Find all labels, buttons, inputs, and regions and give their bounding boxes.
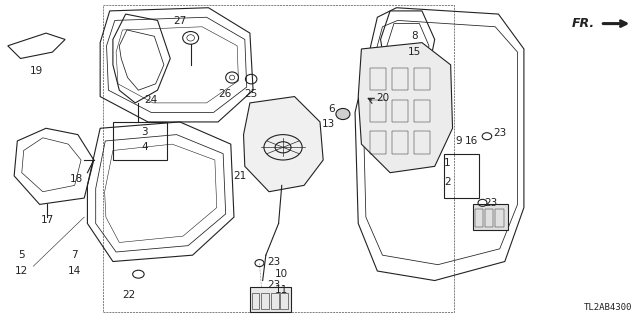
Bar <box>475 209 483 227</box>
Bar <box>414 68 430 90</box>
Text: 18: 18 <box>70 174 83 184</box>
Bar <box>252 293 259 309</box>
Bar <box>370 100 386 122</box>
Text: 20: 20 <box>376 93 389 103</box>
Text: 10: 10 <box>275 269 289 279</box>
Bar <box>370 68 386 90</box>
Text: TL2AB4300: TL2AB4300 <box>584 303 632 312</box>
Bar <box>495 209 504 227</box>
Text: 13: 13 <box>322 119 335 129</box>
Bar <box>392 68 408 90</box>
Bar <box>485 209 493 227</box>
Text: 16: 16 <box>465 136 478 146</box>
Bar <box>370 132 386 154</box>
Text: 9: 9 <box>456 136 462 146</box>
Text: 25: 25 <box>244 89 258 99</box>
Text: 14: 14 <box>68 266 81 276</box>
Text: 15: 15 <box>408 47 421 57</box>
Text: 19: 19 <box>30 67 43 76</box>
Text: 3: 3 <box>141 127 148 137</box>
Text: 23: 23 <box>484 198 498 208</box>
Text: 24: 24 <box>145 95 158 105</box>
Text: 22: 22 <box>122 290 136 300</box>
Bar <box>280 293 288 309</box>
Polygon shape <box>358 43 452 173</box>
Text: 23: 23 <box>268 280 281 291</box>
Bar <box>103 4 454 312</box>
Text: 11: 11 <box>275 285 289 295</box>
Bar <box>414 100 430 122</box>
Text: 23: 23 <box>268 257 281 267</box>
Text: 27: 27 <box>173 16 186 26</box>
Text: 26: 26 <box>218 89 231 99</box>
Text: 6: 6 <box>329 104 335 115</box>
Bar <box>392 132 408 154</box>
Bar <box>250 287 291 312</box>
Text: 21: 21 <box>234 171 247 181</box>
Text: 17: 17 <box>41 215 54 226</box>
Text: 4: 4 <box>141 142 148 153</box>
Bar <box>271 293 278 309</box>
Text: 2: 2 <box>444 177 451 188</box>
Text: 12: 12 <box>15 266 28 276</box>
Text: 1: 1 <box>444 158 451 168</box>
Text: 8: 8 <box>411 31 418 42</box>
Text: 5: 5 <box>19 250 25 260</box>
Bar <box>473 204 508 230</box>
Text: 23: 23 <box>493 128 507 138</box>
Ellipse shape <box>336 108 350 120</box>
Polygon shape <box>244 97 323 192</box>
Bar <box>261 293 269 309</box>
Bar <box>414 132 430 154</box>
Text: 7: 7 <box>71 250 78 260</box>
Bar <box>392 100 408 122</box>
Bar <box>444 154 479 198</box>
Text: FR.: FR. <box>572 17 595 30</box>
Bar <box>113 122 167 160</box>
